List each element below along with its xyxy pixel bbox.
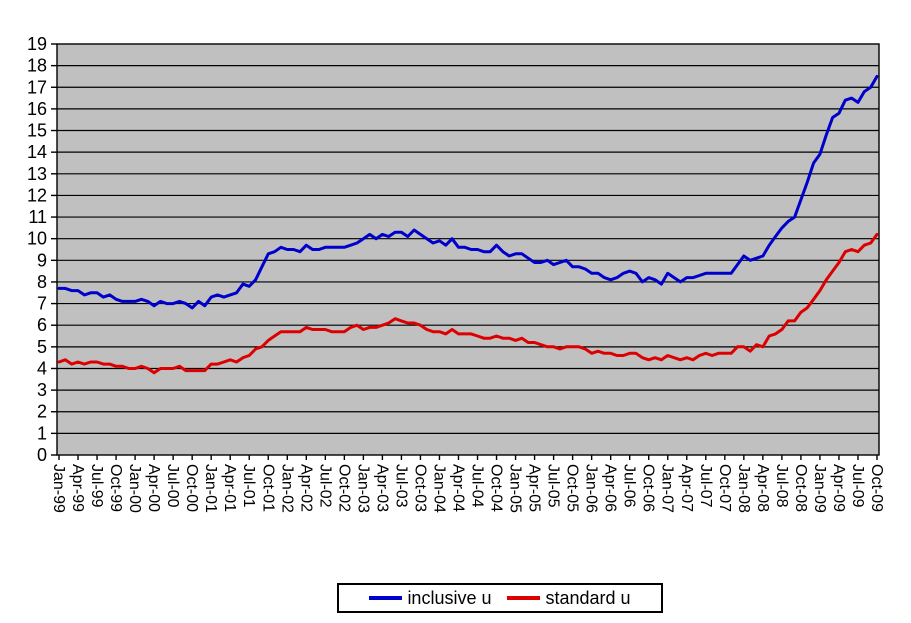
y-axis-tick-label: 16 [27,99,47,119]
x-axis-tick-label: Jul-04 [469,464,486,508]
y-axis-tick-label: 6 [37,315,47,335]
y-axis-tick-label: 7 [37,294,47,314]
x-axis-tick-label: Oct-02 [335,464,352,512]
x-axis-tick-label: Apr-06 [602,464,619,512]
legend: inclusive u standard u [337,583,663,613]
x-axis-tick-label: Jul-05 [545,464,562,508]
legend-label-inclusive-u: inclusive u [407,587,492,608]
x-axis-tick-label: Oct-07 [716,464,733,512]
y-axis-tick-label: 10 [27,229,47,249]
y-axis-tick-label: 0 [37,445,47,465]
x-axis-tick-label: Oct-09 [868,464,885,512]
x-axis-tick-label: Jan-04 [430,464,447,513]
x-axis-tick-label: Jan-05 [507,464,524,513]
x-axis-tick-label: Oct-05 [564,464,581,512]
y-axis-tick-label: 12 [27,185,47,205]
x-axis-tick-label: Apr-07 [678,464,695,512]
legend-item-inclusive-u: inclusive u [369,588,491,609]
x-axis-tick-label: Jul-01 [240,464,257,508]
y-axis-tick-label: 4 [37,358,47,378]
series-line-inclusive-u [57,74,879,310]
x-axis-tick-label: Jan-08 [735,464,752,513]
x-axis-tick-label: Jul-00 [164,464,181,508]
x-axis-tick-label: Apr-99 [69,464,86,512]
x-axis-tick-label: Jan-01 [202,464,219,513]
legend-item-standard-u: standard u [507,587,631,609]
x-axis-tick-label: Jul-08 [773,464,790,508]
x-axis-tick-label: Jul-03 [392,464,409,508]
y-axis-tick-label: 18 [27,56,47,76]
x-axis-tick-label: Oct-01 [259,464,276,512]
series-line-standard-u [57,232,879,375]
x-axis-tick-label: Oct-08 [792,464,809,512]
x-axis-tick-label: Apr-09 [830,464,847,512]
x-axis-tick-label: Apr-04 [449,464,466,512]
y-axis-tick-label: 5 [37,337,47,357]
x-axis-tick-label: Jul-99 [88,464,105,508]
y-axis-tick-label: 15 [27,121,47,141]
legend-label-standard-u: standard u [545,587,631,608]
y-axis-tick-label: 9 [37,250,47,270]
y-axis-tick-label: 11 [28,207,47,227]
x-axis-tick-label: Jan-07 [659,464,676,513]
y-axis-tick-label: 3 [37,380,47,400]
x-axis-tick-label: Jan-09 [811,464,828,513]
x-axis-tick-label: Jan-99 [50,464,67,513]
x-axis-tick-label: Jul-07 [697,464,714,508]
x-axis-tick-label: Jul-06 [621,464,638,508]
x-axis-tick-label: Apr-02 [297,464,314,512]
x-axis-tick-label: Jul-09 [849,464,866,508]
x-axis-tick-label: Apr-00 [145,464,162,512]
x-axis-tick-label: Jan-02 [278,464,295,513]
x-axis-tick-label: Jan-00 [126,464,143,513]
x-axis-tick-label: Oct-00 [183,464,200,512]
x-axis-tick-label: Oct-06 [640,464,657,512]
y-axis-tick-label: 14 [27,142,47,162]
x-axis-tick-label: Apr-05 [526,464,543,512]
y-axis-tick-label: 1 [37,423,47,443]
x-axis-tick-label: Oct-04 [488,464,505,512]
x-axis-tick-label: Apr-01 [221,464,238,512]
y-axis-tick-label: 19 [27,34,47,54]
legend-line-swatch-blue [369,596,403,600]
legend-line-swatch-red [507,596,541,600]
x-axis-tick-label: Jan-06 [583,464,600,513]
y-axis-tick-label: 13 [27,164,47,184]
y-axis-tick-label: 8 [37,272,47,292]
x-axis-tick-label: Oct-99 [107,464,124,512]
x-axis-tick-label: Oct-03 [411,464,428,512]
x-axis-tick-label: Apr-03 [373,464,390,512]
x-axis-tick-label: Jul-02 [316,464,333,508]
x-axis-tick-label: Apr-08 [754,464,771,512]
y-axis-tick-label: 2 [37,402,47,422]
x-axis-tick-label: Jan-03 [354,464,371,513]
y-axis-tick-label: 17 [27,77,47,97]
